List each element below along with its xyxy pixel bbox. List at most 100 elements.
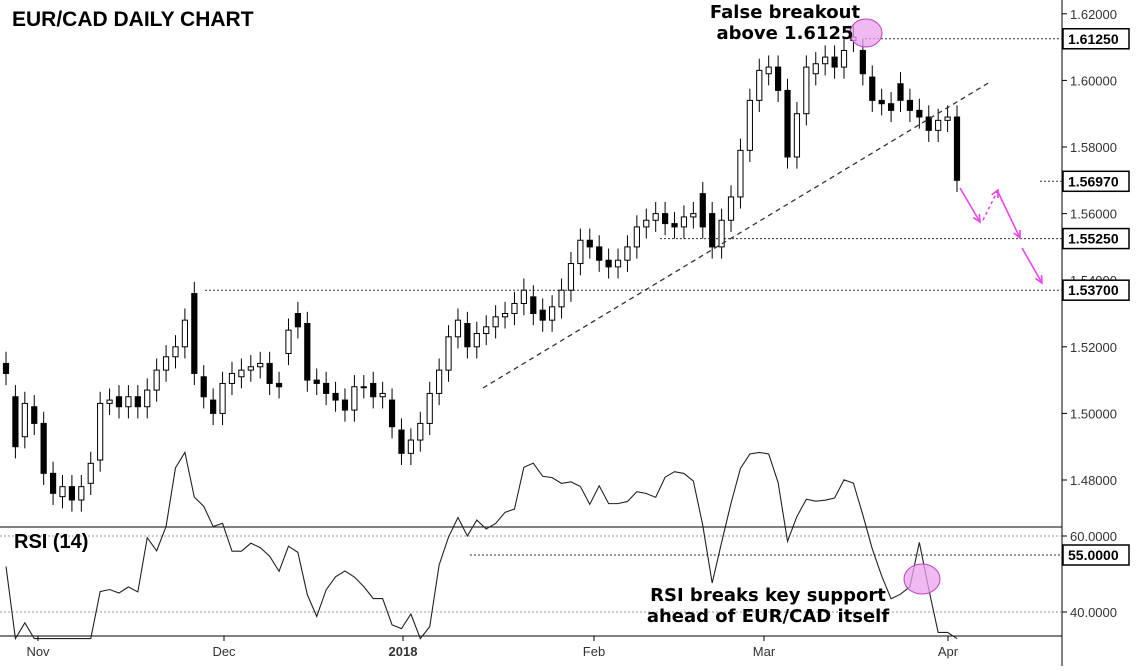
candle-body	[341, 399, 349, 411]
price-tick-label: 1.62000	[1070, 7, 1117, 22]
candle-body	[727, 196, 735, 221]
candle-body	[614, 259, 622, 268]
rsi-note-line1: RSI breaks key support	[650, 585, 886, 606]
candle-body	[699, 193, 706, 228]
candle-body	[605, 259, 612, 268]
candle-body	[643, 219, 650, 228]
candle-body	[417, 422, 424, 441]
candle-body	[596, 246, 603, 261]
projection-arrow-3	[997, 191, 1021, 239]
candle-body	[765, 66, 772, 75]
false-breakout-line1: False breakout	[709, 2, 861, 23]
time-tick-label: 2018	[389, 644, 418, 659]
candle-body	[897, 83, 904, 101]
rsi-note-line2: ahead of EUR/CAD itself	[646, 606, 890, 627]
candle-body	[916, 109, 923, 118]
time-tick-label: Feb	[583, 644, 605, 659]
chart-title: EUR/CAD DAILY CHART	[12, 8, 254, 31]
candle-body	[577, 239, 584, 265]
candle-body	[21, 402, 28, 438]
projection-arrow-4	[1021, 247, 1043, 284]
candle-body	[97, 402, 104, 461]
candle-body	[793, 113, 801, 158]
candle-body	[238, 369, 245, 378]
candle-body	[351, 386, 358, 411]
candle-body	[953, 116, 961, 181]
candle-body	[106, 399, 113, 404]
candle-body	[266, 362, 273, 384]
candle-body	[878, 99, 885, 105]
candle-body	[520, 289, 527, 305]
candle-body	[125, 396, 132, 408]
candle-body	[153, 369, 160, 391]
candle-body	[539, 309, 546, 321]
candle-body	[925, 116, 932, 131]
time-tick-label: Nov	[26, 644, 50, 659]
candle-body	[935, 119, 942, 131]
time-tick-label: Mar	[753, 644, 776, 659]
candle-body	[737, 149, 744, 198]
price-tick-label: 1.60000	[1070, 73, 1117, 88]
candle-body	[530, 296, 537, 315]
key-level-box	[1062, 28, 1130, 50]
candle-body	[436, 369, 443, 394]
candle-body	[662, 213, 669, 225]
candle-body	[690, 213, 697, 218]
candle-body	[831, 56, 838, 68]
candle-body	[567, 263, 575, 291]
candle-body	[822, 56, 829, 65]
candle-body	[379, 392, 386, 398]
rsi-key-level-box	[1062, 544, 1130, 566]
candle-body	[454, 319, 462, 338]
candle-body	[2, 362, 10, 374]
candle-body	[144, 389, 151, 408]
candle-body	[803, 66, 810, 115]
candle-body	[586, 239, 593, 248]
candle-body	[162, 356, 170, 371]
candle-body	[172, 346, 179, 358]
candle-body	[633, 226, 640, 248]
candle-body	[859, 49, 866, 75]
price-tick-label: 1.58000	[1070, 140, 1117, 155]
candle-body	[12, 396, 19, 448]
candle-body	[181, 319, 189, 348]
candle-body	[756, 69, 763, 101]
price-tick-label: 1.56000	[1070, 207, 1117, 222]
candle-body	[370, 382, 377, 398]
candle-body	[774, 66, 782, 91]
candle-body	[624, 246, 631, 261]
projection-arrow-3-head	[1013, 229, 1021, 240]
candle-body	[247, 366, 254, 371]
candle-body	[407, 439, 414, 454]
projection-arrow-1	[959, 187, 981, 223]
key-level-label: 1.53700	[1068, 282, 1119, 298]
rsi-break-highlight	[903, 563, 941, 595]
candle-body	[294, 313, 301, 328]
candle-body	[257, 362, 264, 368]
breakout-highlight	[849, 18, 883, 48]
candle-body	[671, 223, 678, 228]
projection-arrow-2-head	[991, 188, 999, 199]
rsi-tick-label: 60.0000	[1070, 529, 1117, 544]
candle-body	[78, 486, 85, 501]
key-level-box	[1062, 170, 1130, 193]
candle-body	[492, 316, 499, 328]
candle-body	[115, 396, 123, 408]
candle-body	[191, 293, 198, 374]
candle-body	[483, 326, 490, 334]
candle-body	[549, 306, 556, 321]
candle-body	[511, 303, 518, 315]
candle-body	[87, 462, 94, 484]
candle-body	[68, 486, 76, 501]
candle-body	[840, 49, 848, 68]
candle-body	[501, 313, 509, 318]
false-breakout-line2: above 1.6125	[716, 23, 854, 44]
candle-body	[906, 99, 914, 111]
key-level-label: 1.55250	[1068, 231, 1119, 247]
candle-body	[812, 63, 819, 75]
rsi-title: RSI (14)	[14, 531, 89, 553]
candle-body	[275, 382, 283, 388]
projection-arrow-4-head	[1034, 274, 1043, 285]
rsi-note: RSI breaks key support ahead of EUR/CAD …	[636, 585, 900, 627]
